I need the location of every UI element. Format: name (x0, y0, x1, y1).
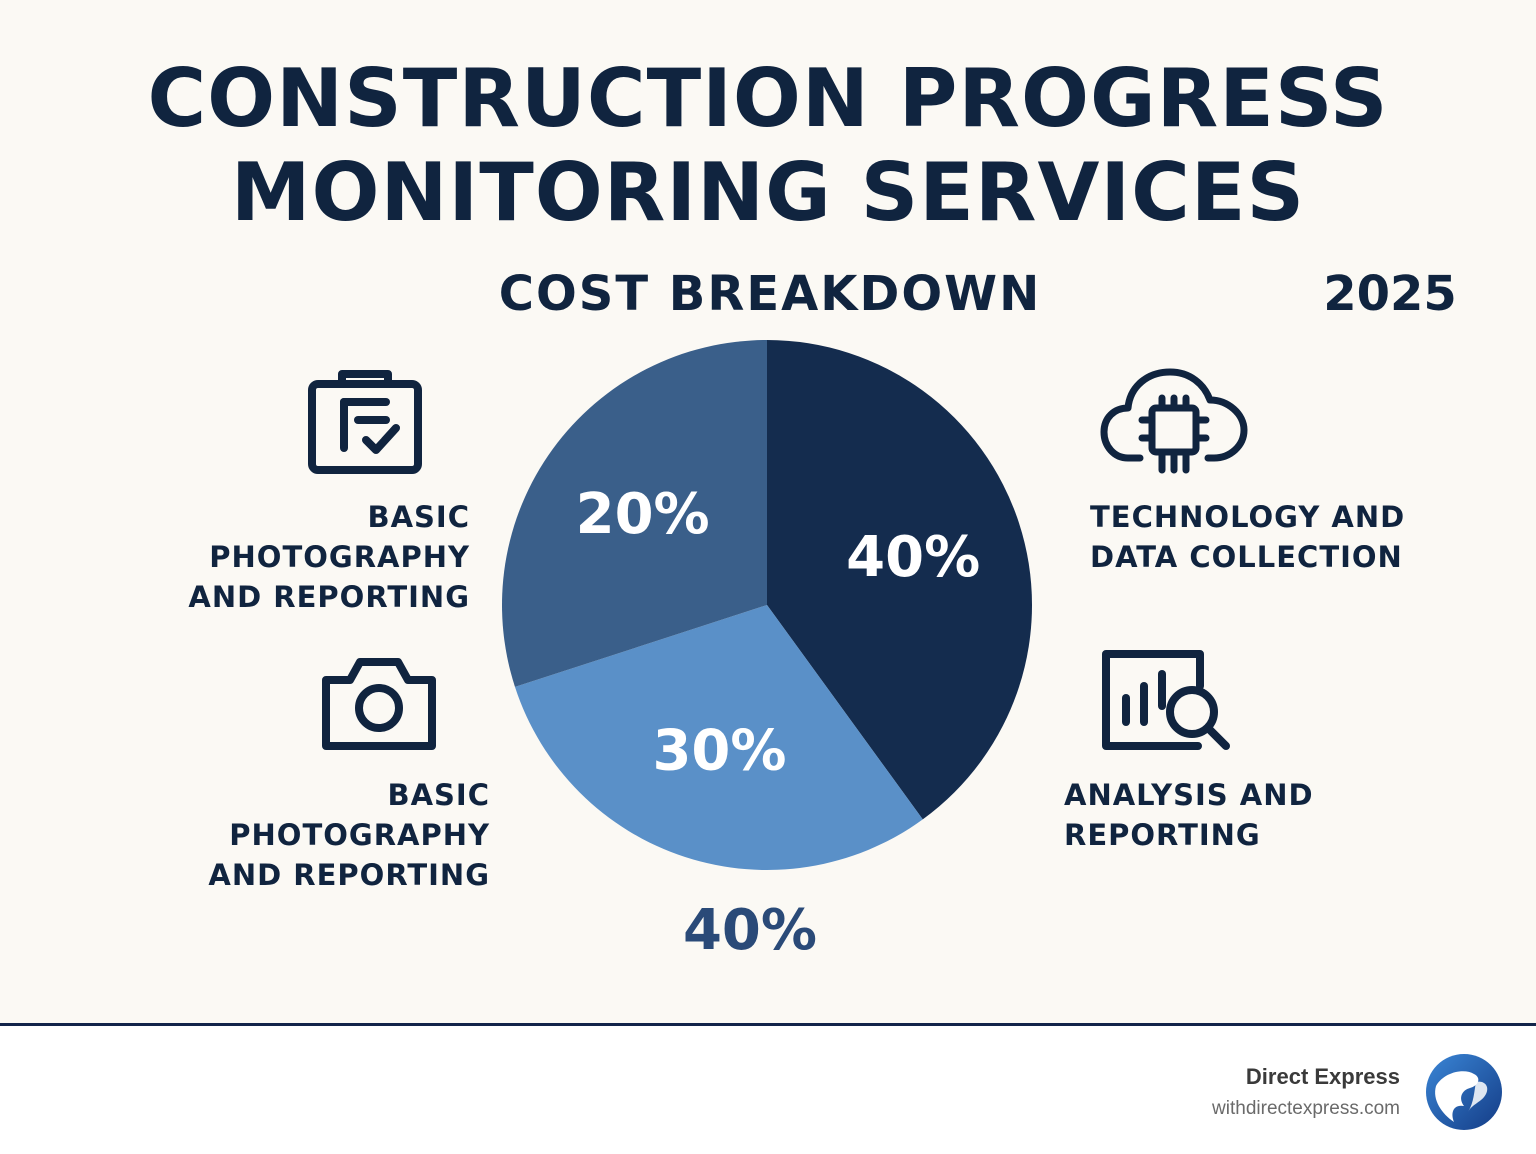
pie-chart: 40% 30% 20% (501, 340, 1032, 870)
label-top-right: TECHNOLOGY AND DATA COLLECTION (1090, 497, 1450, 577)
label-bottom-left-line2: AND REPORTING (208, 858, 490, 892)
label-bottom-left-line1: BASIC PHOTOGRAPHY (229, 778, 490, 852)
label-top-left: BASIC PHOTOGRAPHY AND REPORTING (110, 497, 470, 617)
label-top-right-line2: DATA COLLECTION (1090, 540, 1403, 574)
footer-divider (0, 1023, 1536, 1026)
pie-slice-label-1: 30% (652, 719, 786, 784)
brand-url: withdirectexpress.com (1212, 1098, 1400, 1119)
title-line-1: CONSTRUCTION PROGRESS (147, 52, 1389, 145)
title-line-2: MONITORING SERVICES (230, 146, 1306, 239)
clipboard-check-icon (306, 368, 424, 476)
pie-slice-label-2: 20% (576, 482, 710, 547)
footer (0, 1026, 1536, 1154)
cloud-chip-icon (1100, 366, 1250, 478)
extra-percent-label: 40% (682, 898, 818, 963)
year-label: 2025 (1323, 266, 1457, 322)
label-bottom-right: ANALYSIS AND REPORTING (1064, 775, 1424, 855)
label-top-right-line1: TECHNOLOGY AND (1090, 500, 1406, 534)
brand-name: Direct Express (1245, 1064, 1400, 1089)
pie-slice-1 (514, 605, 923, 870)
pie-slice-0 (767, 340, 1032, 820)
camera-icon (318, 654, 440, 752)
label-bottom-right-line1: ANALYSIS AND (1064, 778, 1314, 812)
label-top-left-line2: AND REPORTING (188, 580, 470, 614)
label-bottom-left: BASIC PHOTOGRAPHY AND REPORTING (120, 775, 490, 895)
label-top-left-line1: BASIC PHOTOGRAPHY (209, 500, 470, 574)
chart-search-icon (1100, 646, 1234, 756)
chart-subtitle: COST BREAKDOWN (498, 266, 1042, 322)
pie-slice-label-0: 40% (846, 525, 980, 590)
pie-slice-2 (501, 340, 767, 687)
brand-logo (1424, 1052, 1504, 1136)
page-title: CONSTRUCTION PROGRESS MONITORING SERVICE… (0, 52, 1536, 240)
label-bottom-right-line2: REPORTING (1064, 818, 1261, 852)
